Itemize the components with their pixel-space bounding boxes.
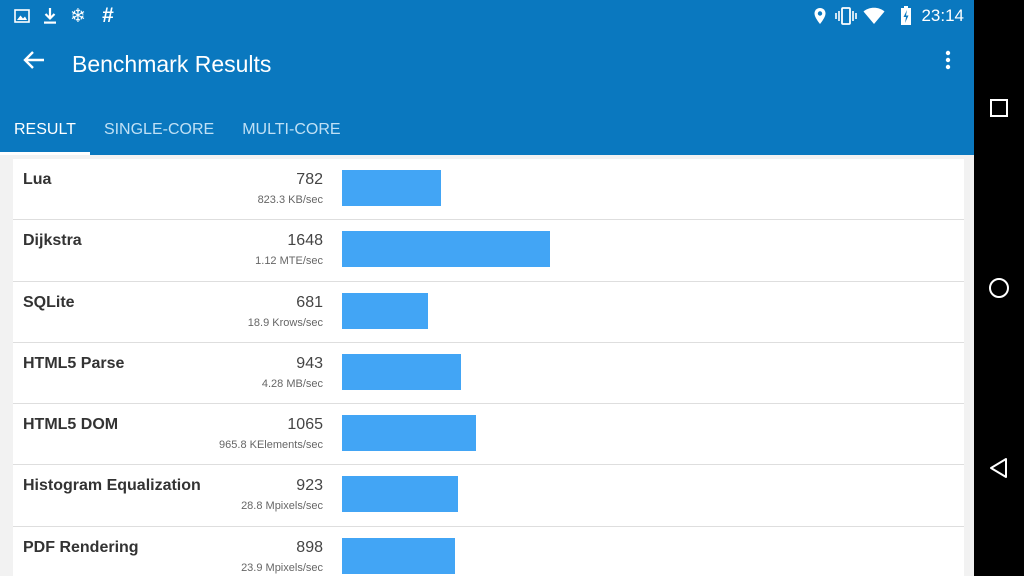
result-name: HTML5 DOM: [23, 416, 119, 434]
snowflake-icon: ❄: [70, 5, 86, 27]
more-vert-icon: [945, 50, 951, 70]
tab-single-core[interactable]: SINGLE-CORE: [103, 120, 215, 138]
result-name: SQLite: [23, 293, 75, 311]
result-name: Lua: [23, 171, 52, 188]
score-bar: [342, 292, 428, 329]
result-row[interactable]: HTML5 DOM 1065 965.8 KElements/sec: [13, 404, 964, 466]
result-name: HTML5 Parse: [23, 354, 125, 372]
result-score: 782: [296, 171, 323, 188]
recents-icon: [989, 98, 1009, 118]
result-row[interactable]: Histogram Equalization 923 28.8 Mpixels/se…: [13, 465, 964, 527]
result-rate: 823.3 KB/sec: [257, 194, 323, 206]
score-bar: [342, 476, 458, 513]
system-back-button[interactable]: [974, 443, 1024, 493]
result-rate: 4.28 MB/sec: [261, 377, 323, 390]
result-row[interactable]: Lua 782 823.3 KB/sec: [13, 159, 964, 221]
score-bar: [342, 537, 455, 574]
arrow-back-icon: [23, 50, 45, 70]
result-name: Histogram Equalization: [23, 477, 201, 495]
tab-bar: RESULT SINGLE-CORE MULTI-CORE: [0, 104, 355, 155]
clock: 23:14: [921, 6, 964, 25]
vibrate-icon: [834, 5, 858, 27]
home-button[interactable]: [974, 263, 1024, 313]
score-bar: [342, 231, 550, 268]
result-name: PDF Rendering: [23, 538, 139, 556]
recents-button[interactable]: [974, 83, 1024, 133]
results-list: Lua 782 823.3 KB/sec Dijkstra 1648 1.12 MTE/s…: [13, 159, 964, 576]
result-score: 1065: [287, 416, 323, 434]
battery-charging-icon: [897, 5, 915, 27]
wifi-icon: [862, 5, 886, 27]
result-score: 923: [296, 477, 323, 495]
overflow-menu-button[interactable]: [936, 44, 960, 76]
result-rate: 1.12 MTE/sec: [255, 255, 323, 268]
result-rate: 23.9 Mpixels/sec: [241, 561, 323, 574]
result-row[interactable]: Dijkstra 1648 1.12 MTE/sec: [13, 220, 964, 282]
score-bar: [342, 353, 461, 390]
result-score: 943: [296, 354, 323, 372]
result-rate: 965.8 KElements/sec: [219, 439, 323, 452]
result-score: 898: [296, 538, 323, 556]
result-row[interactable]: SQLite 681 18.9 Krows/sec: [13, 282, 964, 343]
back-button[interactable]: [14, 42, 54, 78]
image-icon: [13, 5, 31, 27]
result-rate: 28.8 Mpixels/sec: [241, 500, 323, 513]
result-rate: 18.9 Krows/sec: [247, 316, 323, 329]
score-bar: [342, 170, 441, 206]
hash-icon: #: [102, 4, 114, 27]
back-triangle-icon: [988, 457, 1010, 479]
result-row[interactable]: PDF Rendering 898 23.9 Mpixels/sec: [13, 527, 964, 576]
location-icon: [811, 5, 829, 27]
status-bar: ❄ # 23:14: [0, 0, 974, 32]
result-name: Dijkstra: [23, 232, 82, 250]
result-score: 1648: [287, 232, 323, 250]
app-screen: ❄ # 23:14 Benchmark Results: [0, 0, 974, 576]
tab-multi-core[interactable]: MULTI-CORE: [242, 120, 341, 138]
score-bar: [342, 415, 476, 452]
app-bar: ❄ # 23:14 Benchmark Results: [0, 0, 974, 155]
navigation-bar: [974, 0, 1024, 576]
download-icon: [40, 5, 60, 27]
tab-result[interactable]: RESULT: [0, 104, 90, 155]
result-row[interactable]: HTML5 Parse 943 4.28 MB/sec: [13, 343, 964, 405]
page-title: Benchmark Results: [72, 51, 272, 77]
result-score: 681: [296, 293, 323, 311]
home-icon: [988, 277, 1010, 299]
